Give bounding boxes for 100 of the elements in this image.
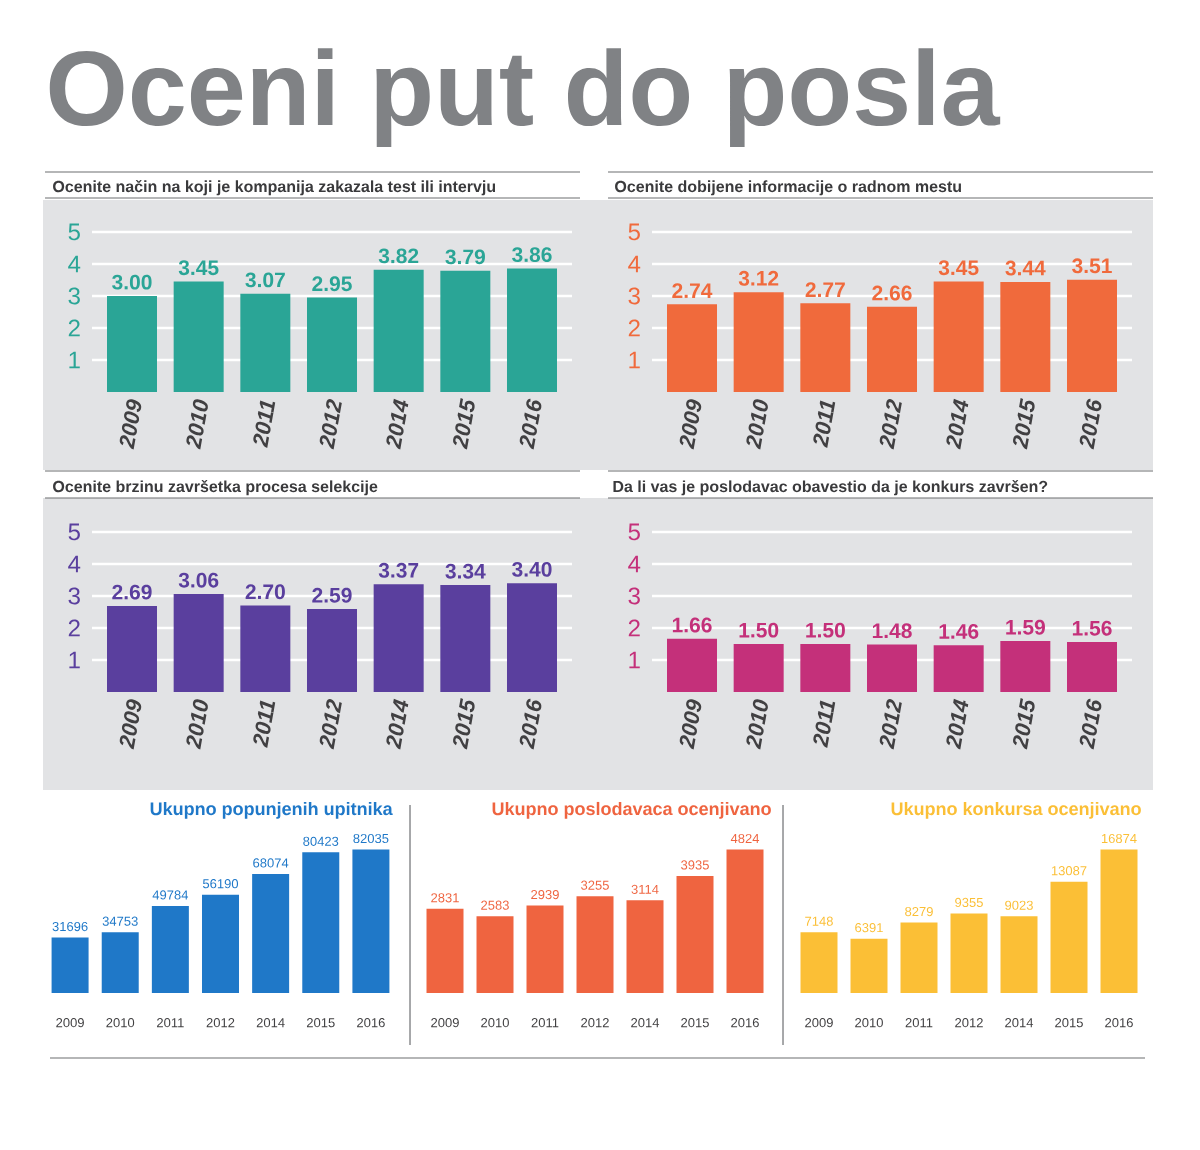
bar	[900, 922, 938, 993]
text: Oceni put do posla	[49, 48, 1001, 147]
bar	[867, 644, 917, 692]
y-tick-label: 4	[68, 555, 81, 573]
data-label: 16874	[1101, 833, 1137, 844]
bar	[1000, 281, 1051, 392]
bar	[107, 295, 157, 392]
data-label: 1.59	[1006, 619, 1045, 635]
y-tick-label: 2	[628, 619, 640, 637]
bar	[240, 293, 291, 392]
data-label: 2.66	[872, 285, 912, 301]
data-label: 3.07	[245, 272, 285, 288]
bar	[667, 304, 717, 392]
bar	[667, 638, 717, 692]
data-label: 68074	[253, 858, 289, 868]
bar	[726, 849, 764, 993]
bar	[440, 585, 491, 692]
chart-title: Ukupno popunjenih upitnika	[150, 801, 393, 819]
x-tick-label: 2015	[1055, 1018, 1083, 1028]
x-tick-label: 2009	[805, 1018, 833, 1028]
bar	[526, 905, 564, 993]
y-tick-label: 5	[68, 223, 80, 241]
y-tick-label: 3	[68, 587, 80, 605]
x-tick-label: 2011	[813, 400, 836, 448]
data-label: 1.46	[939, 624, 979, 639]
x-tick-label: 2012	[581, 1018, 609, 1028]
x-tick-label: 2009	[119, 399, 142, 450]
data-label: 2.77	[805, 282, 845, 297]
x-tick-label: 2012	[319, 399, 342, 450]
bar	[202, 894, 239, 993]
data-label: 2.95	[312, 276, 352, 292]
bar	[173, 281, 224, 392]
bar	[950, 913, 988, 993]
bar	[373, 584, 424, 692]
x-tick-label: 2012	[879, 699, 902, 750]
data-label: 3.00	[112, 274, 152, 290]
x-tick-label: 2016	[1079, 698, 1102, 750]
data-label: 1.56	[1072, 620, 1112, 636]
x-tick-label: 2011	[253, 700, 276, 748]
y-tick-label: 1	[629, 351, 640, 369]
bar	[151, 905, 189, 993]
bar	[850, 938, 888, 993]
data-label: 49784	[152, 890, 189, 900]
data-label: 80423	[303, 836, 339, 846]
y-tick-label: 4	[628, 555, 641, 573]
data-label: 3.45	[178, 260, 219, 276]
y-tick-label: 3	[628, 287, 640, 305]
bar	[173, 594, 224, 692]
x-tick-label: 2014	[386, 698, 409, 750]
data-label: 34753	[102, 916, 138, 926]
bar	[933, 645, 984, 692]
bar	[507, 268, 557, 392]
y-tick-label: 5	[68, 523, 80, 541]
data-label: 1.50	[806, 622, 845, 638]
y-tick-label: 3	[628, 587, 640, 605]
x-tick-label: 2014	[946, 398, 969, 450]
x-tick-label: 2012	[319, 699, 342, 750]
x-tick-label: 2014	[1005, 1018, 1034, 1028]
data-label: 82035	[353, 833, 389, 844]
data-label: 2831	[431, 893, 459, 903]
data-label: 4824	[730, 833, 760, 844]
x-tick-label: 2014	[631, 1018, 660, 1028]
bar	[576, 896, 614, 993]
data-label: 3935	[681, 860, 709, 870]
x-tick-label: 2009	[431, 1018, 459, 1028]
data-label: 3.12	[738, 270, 779, 286]
bar	[867, 306, 917, 392]
x-tick-label: 2016	[357, 1018, 385, 1028]
x-tick-label: 2011	[531, 1018, 559, 1028]
y-tick-label: 1	[629, 651, 640, 669]
data-label: 3.34	[445, 563, 486, 579]
y-tick-label: 2	[628, 319, 640, 337]
chart-title: Ocenite dobijene informacije o radnom mestu	[615, 180, 961, 196]
x-tick-label: 2015	[1013, 398, 1035, 450]
data-label: 2583	[481, 900, 509, 910]
data-label: 9355	[955, 897, 983, 908]
y-tick-label: 1	[69, 351, 80, 369]
x-tick-label: 2014	[946, 698, 969, 750]
data-label: 2.59	[312, 587, 352, 603]
data-label: 3.86	[512, 247, 552, 263]
bar	[373, 269, 424, 392]
x-tick-label: 2016	[519, 698, 542, 750]
chart-title: Ocenite način na koji je kompanija zakazala test ili intervju	[53, 180, 496, 196]
chart-title: Da li vas je poslodavac obavestio da je konkurs završen?	[613, 480, 1048, 496]
x-tick-label: 2011	[905, 1018, 933, 1028]
x-tick-label: 2010	[186, 699, 208, 750]
x-tick-label: 2016	[1079, 398, 1102, 450]
y-tick-label: 4	[628, 255, 641, 273]
x-tick-label: 2009	[119, 699, 142, 750]
data-label: 31696	[52, 921, 88, 932]
bar	[800, 643, 851, 692]
y-tick-label: 2	[68, 319, 80, 337]
x-tick-label: 2014	[256, 1018, 285, 1028]
y-tick-label: 2	[68, 619, 80, 637]
data-label: 3.51	[1072, 258, 1112, 274]
y-tick-label: 1	[69, 651, 80, 669]
bar	[51, 937, 89, 993]
x-tick-label: 2012	[879, 399, 902, 450]
bar	[1000, 916, 1038, 993]
data-label: 2939	[531, 889, 559, 900]
